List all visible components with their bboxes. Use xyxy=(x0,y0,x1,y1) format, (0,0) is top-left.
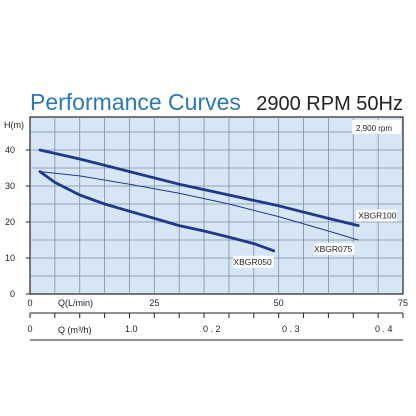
curve-xbgr075 xyxy=(39,171,359,241)
curves xyxy=(38,148,360,253)
x-tick-labels: 0 25 50 75 xyxy=(27,298,408,308)
x-tick-label: 25 xyxy=(149,298,159,308)
x-tick-label: 75 xyxy=(398,298,408,308)
chart-subtitle: 2900 RPM 50Hz xyxy=(256,93,403,115)
x-tick-label: 0 xyxy=(27,298,32,308)
x2-tick-label: 0 xyxy=(27,324,32,334)
x2-tick-label: 0 . 2 xyxy=(203,324,221,334)
curve-labels: XBGR100 XBGR075 XBGR050 xyxy=(233,209,397,268)
chart-title: Performance Curves xyxy=(30,89,241,115)
y-axis-label: H(m) xyxy=(4,120,24,130)
speed-note: 2,900 rpm xyxy=(356,124,392,133)
y-tick-label: 30 xyxy=(5,181,15,191)
x-tick-marks xyxy=(29,313,404,318)
curve-label-xbgr100: XBGR100 xyxy=(358,211,397,221)
plot-area xyxy=(29,116,404,295)
speed-note-box xyxy=(352,120,401,134)
y-tick-label: 10 xyxy=(5,253,15,263)
x-axis-label: Q(L/min) xyxy=(58,298,93,308)
y-tick-label: 0 xyxy=(10,289,15,299)
curve-xbgr050 xyxy=(38,170,276,253)
grid xyxy=(30,117,403,294)
x2-tick-label: 1.0 xyxy=(125,324,138,334)
y-tick-label: 40 xyxy=(5,145,15,155)
x2-tick-label: 0 . 4 xyxy=(375,324,393,334)
curve-label-background xyxy=(233,255,274,268)
curve-xbgr100 xyxy=(38,148,360,228)
x2-axis-label: Q (m³/h) xyxy=(58,325,92,335)
x2-tick-label: 0 . 3 xyxy=(282,324,300,334)
x-tick-label: 50 xyxy=(274,298,284,308)
curve-label-background xyxy=(356,209,397,222)
curve-label-background xyxy=(313,243,355,255)
y-tick-labels: 0 10 20 30 40 xyxy=(5,145,30,299)
y-tick-label: 20 xyxy=(5,217,15,227)
curve-label-xbgr075: XBGR075 xyxy=(314,244,353,254)
curve-label-xbgr050: XBGR050 xyxy=(233,257,272,267)
x2-tick-labels: 0 1.0 0 . 2 0 . 3 0 . 4 xyxy=(27,324,392,334)
